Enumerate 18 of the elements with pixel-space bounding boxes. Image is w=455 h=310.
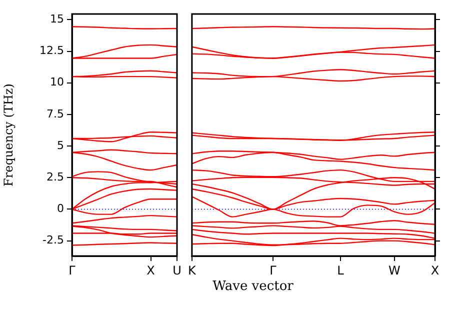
y-tick-label: 5: [57, 138, 64, 152]
x-tick-label: X: [146, 263, 155, 278]
y-tick-label: -2.5: [42, 234, 64, 247]
x-tick-label: Γ: [270, 263, 277, 278]
y-tick-label: 7.5: [46, 107, 64, 120]
y-tick-label: 12.5: [40, 44, 64, 58]
x-tick-label: W: [388, 263, 401, 278]
x-tick-label: Γ: [68, 263, 76, 278]
x-tick-label: U: [172, 263, 182, 278]
x-tick-label: L: [337, 263, 344, 278]
x-axis-title: Wave vector: [212, 279, 294, 294]
x-tick-label: X: [430, 263, 440, 278]
y-axis-title: Frequency (THz): [1, 84, 16, 186]
x-tick-label: K: [188, 263, 197, 278]
y-tick-label: 10: [50, 76, 64, 89]
y-tick-label: 0: [57, 202, 64, 216]
y-tick-label: 15: [50, 12, 64, 26]
y-tick-label: 2.5: [46, 170, 64, 184]
